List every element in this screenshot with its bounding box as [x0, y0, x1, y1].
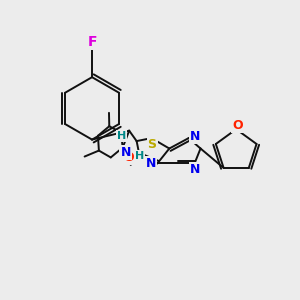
- Text: N: N: [120, 146, 131, 160]
- Text: O: O: [232, 119, 243, 132]
- Text: F: F: [87, 34, 97, 49]
- Text: N: N: [190, 130, 200, 143]
- Text: N: N: [190, 164, 200, 176]
- Text: N: N: [146, 157, 156, 170]
- Text: O: O: [123, 151, 134, 164]
- Text: S: S: [148, 138, 157, 151]
- Text: H: H: [117, 131, 126, 141]
- Text: H: H: [135, 151, 144, 161]
